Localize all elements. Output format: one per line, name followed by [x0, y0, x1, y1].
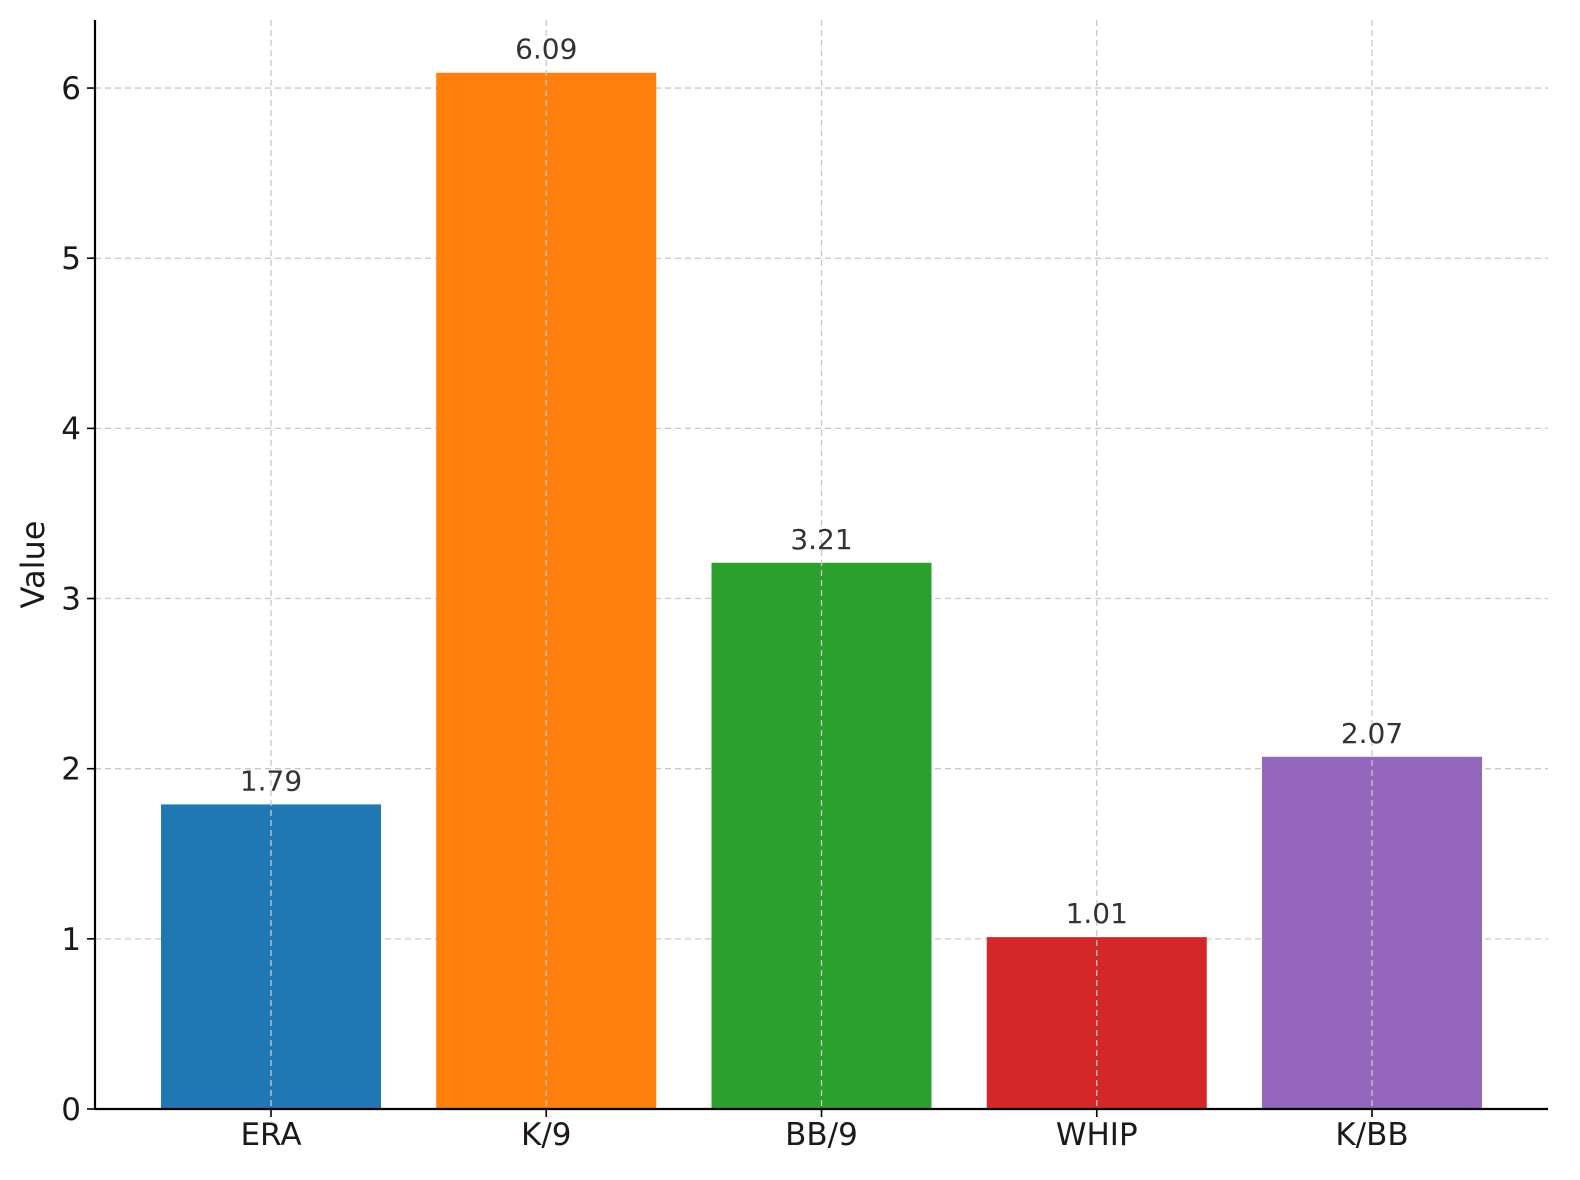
y-tick-label: 1: [61, 922, 81, 958]
data-label: 1.79: [240, 764, 302, 797]
y-tick-label: 6: [61, 71, 81, 107]
vertical-grid-layer: [270, 20, 1373, 1109]
y-tick-label: 4: [61, 411, 81, 447]
data-label: 1.01: [1066, 897, 1128, 930]
data-label: 3.21: [790, 523, 852, 556]
x-tick-label: WHIP: [1056, 1117, 1138, 1153]
y-axis-title: Value: [14, 521, 52, 609]
y-tick-label: 3: [61, 582, 81, 618]
data-label: 2.07: [1341, 717, 1403, 750]
x-tick-label: BB/9: [785, 1117, 858, 1153]
y-tick-label: 5: [61, 241, 81, 277]
y-tick-label: 0: [61, 1092, 81, 1128]
x-tick-label: K/BB: [1335, 1117, 1408, 1153]
data-label: 6.09: [515, 33, 577, 66]
x-tick-label: K/9: [521, 1117, 572, 1153]
x-tick-label: ERA: [240, 1117, 301, 1153]
data-label-layer: 1.79 6.09 3.21 1.01 2.07: [240, 33, 1403, 930]
y-tick-label: 2: [61, 752, 81, 788]
y-tick-layer: 0 1 2 3 4 5 6: [61, 71, 95, 1128]
x-tick-layer: ERA K/9 BB/9 WHIP K/BB: [240, 1109, 1409, 1153]
